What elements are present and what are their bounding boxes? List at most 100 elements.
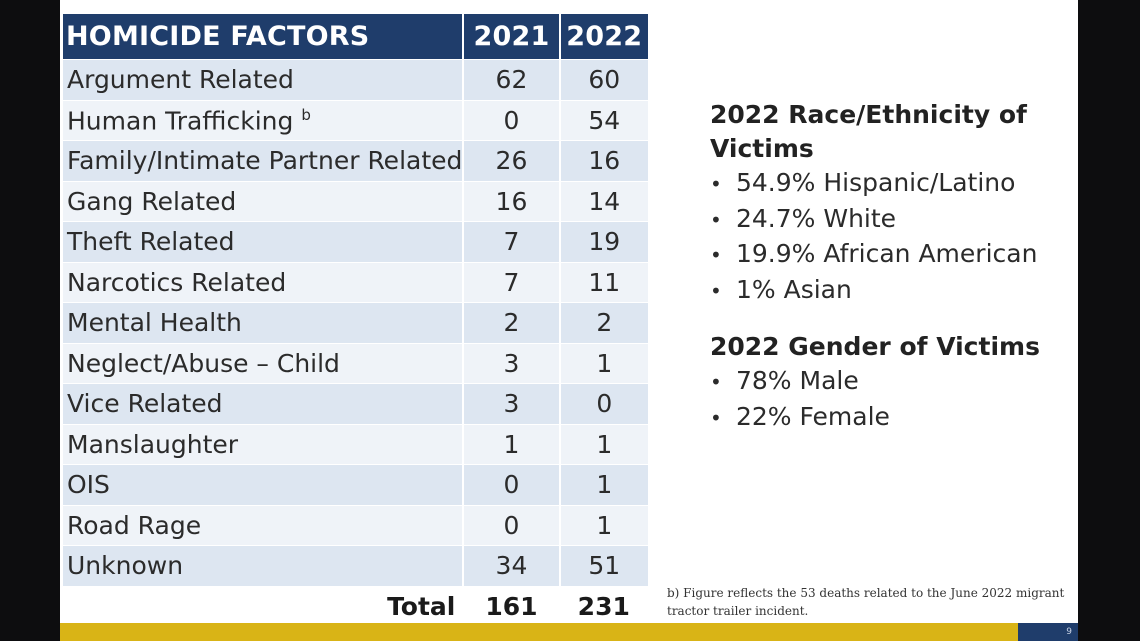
gender-list: • 78% Male • 22% Female bbox=[710, 364, 1070, 435]
value-2021: 3 bbox=[462, 383, 560, 424]
total-2022: 231 bbox=[559, 585, 648, 626]
factor-name: Neglect/Abuse – Child bbox=[67, 348, 340, 378]
factor-name: Unknown bbox=[67, 551, 184, 581]
race-list: • 54.9% Hispanic/Latino • 24.7% White • 19.9%… bbox=[710, 166, 1070, 308]
list-item-text: 19.9% African American bbox=[736, 239, 1038, 268]
value-2022: 14 bbox=[558, 180, 648, 222]
factor-name: Manslaughter bbox=[67, 429, 239, 459]
slide: HOMICIDE FACTORS 2021 2022 Argument Rela… bbox=[60, 0, 1078, 641]
factor-label: Neglect/Abuse – Child bbox=[63, 342, 464, 384]
factor-name: Vice Related bbox=[67, 389, 223, 419]
bullet-icon: • bbox=[710, 405, 722, 430]
factor-name: Argument Related bbox=[67, 65, 294, 95]
table-row: Manslaughter 1 1 bbox=[63, 423, 648, 465]
race-title: 2022 Race/Ethnicity of Victims bbox=[710, 100, 1027, 163]
bullet-icon: • bbox=[710, 172, 722, 196]
table-row: Unknown 34 51 bbox=[63, 545, 648, 586]
value-2021: 0 bbox=[462, 504, 560, 546]
table-row: Argument Related 62 60 bbox=[63, 59, 648, 100]
list-item-text: 22% Female bbox=[736, 401, 890, 431]
value-2021: 7 bbox=[462, 261, 560, 303]
factor-name: OIS bbox=[67, 470, 110, 500]
value-2021: 26 bbox=[462, 140, 560, 181]
value-2022: 60 bbox=[558, 59, 648, 100]
value-2021: 0 bbox=[462, 99, 560, 141]
value-2021: 3 bbox=[462, 342, 560, 384]
value-2021: 0 bbox=[462, 464, 560, 505]
header-2022: 2022 bbox=[558, 14, 648, 60]
factor-name: Narcotics Related bbox=[67, 267, 287, 297]
homicide-factors-table: HOMICIDE FACTORS 2021 2022 Argument Rela… bbox=[63, 14, 648, 626]
value-2022: 16 bbox=[558, 140, 648, 181]
table-row: Human Trafficking b 0 54 bbox=[63, 99, 648, 141]
value-2022: 0 bbox=[558, 383, 648, 424]
value-2022: 1 bbox=[558, 423, 648, 465]
table-row: Theft Related 7 19 bbox=[63, 221, 648, 262]
victim-demographics: 2022 Race/Ethnicity of Victims • 54.9% Hi… bbox=[710, 98, 1070, 457]
list-item: • 78% Male bbox=[710, 364, 1070, 400]
list-item-text: 78% Male bbox=[736, 366, 859, 395]
list-item: • 22% Female bbox=[710, 400, 1070, 436]
list-item-text: 24.7% White bbox=[736, 203, 897, 233]
bullet-icon: • bbox=[710, 278, 722, 303]
header-label: HOMICIDE FACTORS bbox=[63, 14, 464, 60]
factor-label: Road Rage bbox=[63, 504, 464, 546]
value-2021: 7 bbox=[462, 221, 560, 262]
factor-label: Manslaughter bbox=[63, 423, 464, 465]
total-2021: 161 bbox=[463, 585, 560, 626]
bottom-accent-bar bbox=[60, 623, 1078, 641]
value-2021: 62 bbox=[462, 59, 560, 100]
factor-name: Mental Health bbox=[67, 308, 242, 338]
table-row: Family/Intimate Partner Related 26 16 bbox=[63, 140, 648, 181]
list-item: • 24.7% White bbox=[710, 202, 1070, 238]
factor-label: Theft Related bbox=[63, 221, 464, 262]
value-2022: 2 bbox=[558, 302, 648, 343]
value-2021: 16 bbox=[462, 180, 560, 222]
footnote: b) Figure reflects the 53 deaths related… bbox=[667, 586, 1065, 618]
page-number: 9 bbox=[1018, 623, 1078, 641]
factor-name: Human Trafficking bbox=[67, 105, 294, 135]
factor-label: Mental Health bbox=[63, 302, 464, 343]
bullet-icon: • bbox=[710, 370, 722, 394]
value-2022: 11 bbox=[558, 261, 648, 303]
factor-label: Argument Related bbox=[63, 59, 464, 100]
value-2021: 1 bbox=[462, 423, 560, 465]
factor-name: Theft Related bbox=[67, 227, 235, 257]
factor-label: OIS bbox=[63, 464, 464, 505]
table-header-row: HOMICIDE FACTORS 2021 2022 bbox=[63, 14, 648, 60]
table-row: Road Rage 0 1 bbox=[63, 504, 648, 546]
factor-label: Human Trafficking b bbox=[63, 99, 464, 141]
value-2022: 19 bbox=[558, 221, 648, 262]
factor-name: Family/Intimate Partner Related bbox=[67, 146, 463, 176]
table-row: Mental Health 2 2 bbox=[63, 302, 648, 343]
value-2022: 51 bbox=[558, 545, 648, 586]
footnote-marker: b bbox=[301, 105, 311, 124]
factor-name: Gang Related bbox=[67, 186, 237, 216]
table-row: Neglect/Abuse – Child 3 1 bbox=[63, 342, 648, 384]
table-row: Gang Related 16 14 bbox=[63, 180, 648, 222]
list-item: • 54.9% Hispanic/Latino bbox=[710, 166, 1070, 202]
factor-label: Unknown bbox=[63, 545, 464, 586]
list-item: • 1% Asian bbox=[710, 273, 1070, 309]
gender-title: 2022 Gender of Victims bbox=[710, 332, 1040, 361]
factor-label: Narcotics Related bbox=[63, 261, 464, 303]
factor-label: Gang Related bbox=[63, 180, 464, 222]
total-row: Total 161 231 bbox=[63, 585, 648, 626]
table-row: Narcotics Related 7 11 bbox=[63, 261, 648, 303]
value-2022: 1 bbox=[558, 464, 648, 505]
table-row: Vice Related 3 0 bbox=[63, 383, 648, 424]
total-label: Total bbox=[63, 585, 464, 626]
value-2021: 2 bbox=[462, 302, 560, 343]
list-item-text: 1% Asian bbox=[736, 274, 852, 304]
bullet-icon: • bbox=[710, 207, 722, 232]
factor-label: Family/Intimate Partner Related bbox=[63, 140, 464, 181]
value-2022: 1 bbox=[558, 504, 648, 546]
factor-label: Vice Related bbox=[63, 383, 464, 424]
value-2021: 34 bbox=[462, 545, 560, 586]
factor-name: Road Rage bbox=[67, 510, 202, 540]
header-2021: 2021 bbox=[462, 14, 560, 60]
table-row: OIS 0 1 bbox=[63, 464, 648, 505]
list-item: • 19.9% African American bbox=[710, 237, 1070, 273]
list-item-text: 54.9% Hispanic/Latino bbox=[736, 168, 1016, 197]
bullet-icon: • bbox=[710, 243, 722, 267]
